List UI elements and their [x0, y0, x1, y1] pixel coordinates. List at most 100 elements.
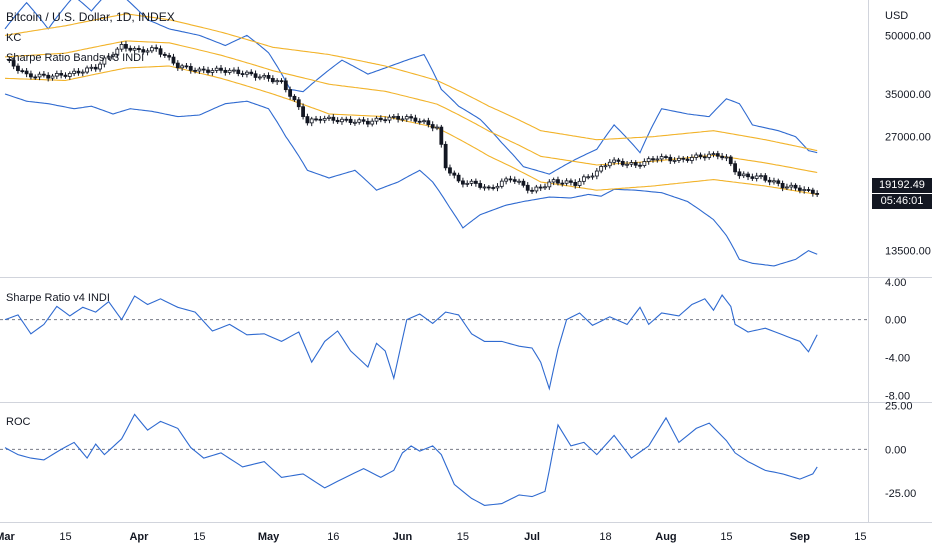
- indicator-label-sharpe-ratio[interactable]: Sharpe Ratio v4 INDI: [6, 292, 110, 304]
- candle-body: [478, 183, 483, 188]
- candle-body: [465, 182, 470, 185]
- candle-body: [521, 180, 526, 186]
- candle-body: [711, 153, 716, 156]
- candle-body: [357, 119, 362, 123]
- candle-body: [29, 73, 33, 78]
- candle-body: [106, 55, 111, 59]
- candle-body: [158, 48, 163, 55]
- candle-body: [270, 77, 275, 83]
- x-tick-label: Aug: [655, 531, 676, 543]
- candle-body: [681, 157, 686, 160]
- candle-body: [257, 76, 262, 79]
- candle-body: [275, 80, 280, 83]
- candle-body: [677, 157, 681, 161]
- x-tick-label: 15: [59, 531, 71, 543]
- candle-body: [67, 73, 72, 77]
- candle-body: [629, 162, 634, 165]
- candle-body: [197, 68, 202, 72]
- candle-body: [573, 182, 578, 186]
- sharpe-ratio-y-tick-label: -8.00: [885, 390, 910, 402]
- candle-body: [145, 50, 150, 53]
- candle-body: [456, 174, 461, 182]
- candle-body: [815, 193, 820, 195]
- candle-body: [664, 156, 668, 158]
- candle-body: [327, 116, 331, 119]
- countdown-label: 05:46:01: [872, 194, 932, 209]
- candle-body: [439, 126, 444, 145]
- roc-pane[interactable]: [0, 413, 868, 506]
- candle-body: [128, 47, 133, 51]
- candle-body: [482, 186, 487, 189]
- candle-body: [167, 55, 172, 58]
- candle-body: [141, 49, 146, 53]
- candle-body: [374, 117, 379, 122]
- indicator-label-sharpe-bands[interactable]: Sharpe Ratio Bands v3 INDI: [6, 52, 145, 64]
- candle-body: [240, 73, 245, 75]
- candle-body: [720, 155, 725, 159]
- candle-body: [266, 75, 271, 79]
- candle-body: [517, 180, 521, 183]
- candle-body: [318, 118, 323, 121]
- candle-body: [309, 118, 314, 124]
- candle-body: [413, 117, 418, 122]
- candle-body: [76, 70, 81, 74]
- candle-body: [810, 189, 815, 194]
- x-tick-label: 15: [854, 531, 866, 543]
- candle-body: [137, 47, 141, 50]
- candle-body: [188, 66, 193, 71]
- candle-body: [698, 154, 703, 158]
- candle-body: [171, 56, 176, 64]
- candle-body: [547, 181, 552, 188]
- candle-body: [612, 159, 617, 163]
- sharpe-ratio-y-tick-label: 0.00: [885, 315, 906, 327]
- candle-body: [806, 189, 811, 191]
- candle-body: [20, 70, 25, 73]
- candle-body: [115, 48, 120, 56]
- candle-body: [253, 73, 258, 78]
- x-tick-label: May: [258, 531, 280, 543]
- candle-body: [378, 117, 383, 121]
- candle-body: [33, 76, 38, 79]
- candle-body: [387, 116, 392, 121]
- candle-body: [314, 118, 318, 121]
- candle-body: [586, 176, 591, 179]
- candle-body: [556, 179, 560, 184]
- indicator-label-kc[interactable]: KC: [6, 32, 22, 44]
- candle-body: [16, 65, 20, 72]
- x-tick-label: 15: [193, 531, 205, 543]
- candle-body: [728, 156, 733, 165]
- x-tick-label: Jun: [393, 531, 413, 543]
- candle-body: [400, 118, 405, 121]
- price-pane[interactable]: [4, 0, 820, 267]
- candle-body: [443, 143, 448, 169]
- candle-body: [296, 99, 301, 108]
- candle-body: [111, 54, 115, 57]
- candle-body: [184, 65, 189, 68]
- candle-body: [789, 184, 794, 188]
- candle-body: [590, 175, 595, 178]
- candle-body: [46, 74, 51, 79]
- roc-y-tick-label: 25.00: [885, 401, 913, 413]
- candle-body: [149, 47, 154, 52]
- candle-body: [689, 157, 694, 161]
- x-tick-label: 15: [720, 531, 732, 543]
- sharpe-ratio-pane[interactable]: [0, 293, 868, 391]
- candle-body: [404, 116, 409, 120]
- candle-body: [11, 60, 16, 67]
- indicator-label-roc[interactable]: ROC: [6, 416, 31, 428]
- candle-body: [435, 126, 439, 129]
- candle-body: [646, 158, 651, 162]
- candle-body: [206, 69, 210, 73]
- currency-label: USD: [885, 10, 909, 22]
- candle-body: [201, 68, 206, 71]
- candle-body: [85, 67, 89, 73]
- candle-body: [409, 116, 413, 119]
- roc-y-tick-label: -25.00: [885, 488, 916, 500]
- candle-body: [620, 160, 625, 166]
- candle-body: [292, 95, 297, 101]
- candle-body: [417, 120, 422, 123]
- candle-body: [534, 186, 539, 192]
- candle-body: [495, 185, 500, 189]
